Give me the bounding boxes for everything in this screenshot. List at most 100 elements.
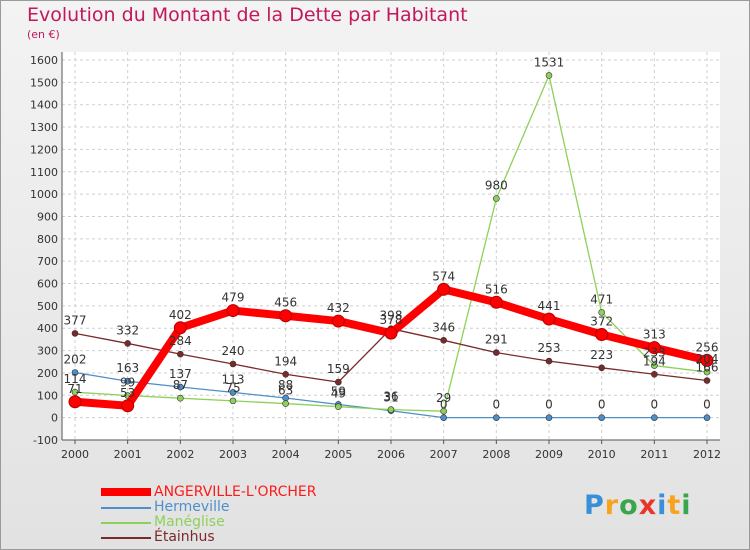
- data-point: [384, 326, 398, 340]
- y-tick-label: 1100: [30, 166, 58, 179]
- data-label: 516: [485, 282, 508, 296]
- data-label: 441: [538, 299, 561, 313]
- data-point: [331, 314, 345, 328]
- x-tick-label: 2002: [166, 448, 194, 461]
- legend-swatch: [101, 507, 151, 509]
- data-point: [647, 341, 661, 355]
- x-tick-label: 2006: [377, 448, 405, 461]
- logo-letter: t: [667, 490, 682, 521]
- data-point: [651, 370, 658, 378]
- chart-title: Evolution du Montant de la Dette par Hab…: [27, 4, 468, 26]
- data-label: 256: [696, 340, 719, 354]
- data-point: [124, 377, 131, 385]
- data-label: 574: [432, 269, 455, 283]
- data-point: [229, 389, 237, 396]
- data-point: [598, 364, 605, 372]
- data-point: [703, 368, 711, 376]
- legend-item: ANGERVILLE-L'ORCHER: [101, 485, 441, 500]
- legend-swatch: [101, 522, 151, 524]
- data-point: [173, 321, 187, 335]
- data-point: [703, 377, 711, 384]
- data-point: [545, 414, 553, 421]
- y-tick-label: 600: [37, 278, 58, 291]
- data-point: [335, 378, 342, 386]
- y-tick-label: 1000: [30, 188, 58, 201]
- data-point: [651, 414, 658, 421]
- data-point: [595, 327, 609, 341]
- data-point: [493, 349, 500, 356]
- x-tick-label: 2012: [693, 448, 721, 461]
- legend-item: Hermeville: [101, 500, 441, 515]
- data-label: 0: [598, 398, 606, 412]
- data-label: 284: [169, 334, 192, 348]
- data-label: 202: [64, 352, 87, 366]
- legend-swatch: [101, 537, 151, 539]
- data-label: 0: [545, 398, 553, 412]
- data-point: [542, 312, 556, 326]
- data-label: 402: [169, 308, 192, 322]
- logo-letter: x: [638, 490, 658, 521]
- data-label: 0: [493, 398, 501, 412]
- data-label: 75: [225, 381, 240, 395]
- x-tick-label: 2007: [430, 448, 458, 461]
- data-point: [387, 406, 395, 413]
- data-label: 0: [703, 398, 711, 412]
- x-tick-label: 2001: [114, 448, 142, 461]
- data-label: 1531: [534, 55, 565, 69]
- y-tick-label: 900: [37, 210, 58, 223]
- data-point: [545, 72, 553, 79]
- data-label: 63: [278, 384, 293, 398]
- data-point: [282, 370, 289, 378]
- data-point: [71, 388, 79, 396]
- data-label: 166: [696, 361, 719, 375]
- data-label: 377: [64, 313, 87, 327]
- data-label: 194: [643, 354, 666, 368]
- data-label: 432: [327, 301, 350, 315]
- legend-label: Manéglise: [154, 514, 225, 530]
- data-label: 372: [590, 314, 613, 328]
- data-label: 980: [485, 179, 508, 193]
- data-point: [440, 414, 447, 421]
- data-point: [177, 394, 184, 402]
- data-label: 398: [380, 309, 403, 323]
- logo-letter: o: [619, 490, 639, 521]
- data-point: [279, 309, 293, 323]
- data-label: 471: [590, 292, 613, 306]
- data-label: 99: [120, 376, 135, 390]
- data-point: [177, 350, 184, 358]
- data-point: [545, 357, 553, 365]
- data-label: 479: [222, 291, 245, 305]
- data-label: 31: [383, 391, 398, 405]
- data-point: [68, 395, 82, 409]
- x-tick-label: 2011: [640, 448, 668, 461]
- data-point: [229, 397, 237, 405]
- x-tick-label: 2005: [324, 448, 352, 461]
- data-label: 0: [440, 398, 448, 412]
- data-point: [489, 295, 503, 309]
- x-tick-label: 2009: [535, 448, 563, 461]
- data-point: [124, 340, 131, 347]
- legend-label: ANGERVILLE-L'ORCHER: [154, 484, 317, 500]
- logo-letter: i: [657, 490, 668, 521]
- data-point: [282, 400, 289, 407]
- data-point: [229, 360, 237, 368]
- y-tick-label: 700: [37, 255, 58, 268]
- data-label: 113: [222, 372, 245, 386]
- y-tick-label: 1400: [30, 99, 58, 112]
- proxiti-logo: Proxiti: [584, 490, 692, 521]
- data-point: [71, 330, 79, 337]
- logo-letter: P: [584, 490, 605, 521]
- x-tick-label: 2000: [61, 448, 89, 461]
- y-tick-label: -100: [33, 434, 58, 447]
- data-label: 159: [327, 362, 350, 376]
- data-label: 59: [331, 384, 346, 398]
- chart-subtitle: (en €): [27, 28, 60, 41]
- data-point: [598, 309, 605, 316]
- data-label: 87: [173, 378, 188, 392]
- data-label: 49: [331, 387, 346, 401]
- data-label: 233: [643, 346, 666, 360]
- data-point: [121, 399, 135, 413]
- data-label: 0: [651, 398, 659, 412]
- data-point: [71, 369, 79, 376]
